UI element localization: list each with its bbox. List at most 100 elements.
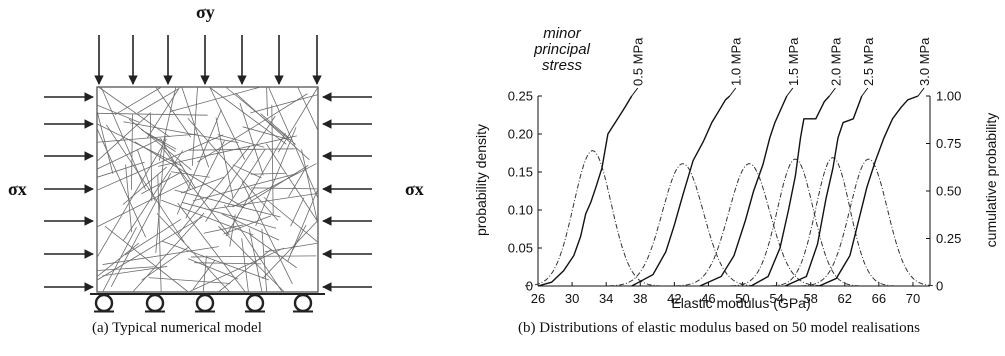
fracture-line xyxy=(158,86,177,161)
fracture-line xyxy=(149,114,153,202)
fracture-line xyxy=(218,249,272,292)
x-tick-label: 34 xyxy=(599,291,613,306)
fracture-line xyxy=(158,135,297,167)
x-tick-label: 70 xyxy=(906,291,920,306)
series-leader-line xyxy=(829,87,836,97)
fracture-line xyxy=(251,187,319,190)
series-labels: 0.5 MPa 1.0 MPa 1.5 MPa 2.0 MPa 2.5 MPa 3.0 M… xyxy=(631,37,932,97)
fracture-line xyxy=(225,86,296,145)
fracture-line xyxy=(137,88,179,114)
series-leader-line xyxy=(861,87,869,97)
fracture-line xyxy=(146,86,181,139)
fracture-network xyxy=(96,86,319,293)
fracture-line xyxy=(262,220,319,279)
fracture-line xyxy=(170,171,210,178)
y2-tick-label: 0.75 xyxy=(936,136,961,151)
y2-tick-label: 0 xyxy=(936,279,943,294)
fracture-line xyxy=(160,138,191,191)
fracture-line xyxy=(96,123,183,167)
fracture-line xyxy=(208,86,287,145)
fracture-line xyxy=(96,161,145,178)
fracture-line xyxy=(96,134,224,191)
cdf-curve xyxy=(631,95,731,287)
fracture-line xyxy=(218,225,285,293)
fracture-line xyxy=(125,164,133,233)
series-leader-line xyxy=(917,87,925,97)
fracture-line xyxy=(148,277,231,284)
x-axis-ticks: 26 30 34 38 42 46 50 54 58 62 66 70 xyxy=(531,282,920,306)
series-label: 1.0 MPa xyxy=(729,37,744,86)
fracture-line xyxy=(297,86,319,131)
fracture-line xyxy=(241,238,249,293)
fracture-line xyxy=(223,215,271,235)
fracture-line xyxy=(97,112,208,116)
fracture-line xyxy=(96,242,140,278)
fracture-line xyxy=(225,132,286,237)
x-tick-label: 42 xyxy=(667,291,681,306)
x-tick-label: 38 xyxy=(633,291,647,306)
right-load-arrows xyxy=(322,92,372,292)
fracture-line xyxy=(161,240,270,281)
y2-tick-label: 1.00 xyxy=(936,89,961,104)
fracture-line xyxy=(221,213,280,241)
pdf-curve xyxy=(675,163,823,287)
roller-circle xyxy=(195,293,215,313)
fracture-line xyxy=(155,136,166,253)
x-tick-label: 54 xyxy=(769,291,783,306)
fracture-line xyxy=(250,172,287,175)
x-tick-label: 58 xyxy=(803,291,817,306)
fracture-line xyxy=(255,127,297,227)
fracture-line xyxy=(110,172,172,287)
fracture-line xyxy=(248,228,263,293)
fracture-line xyxy=(155,86,191,138)
y2-axis-label: cumulative probability xyxy=(983,113,999,248)
fracture-line xyxy=(197,93,308,163)
cdf-curve xyxy=(784,95,863,287)
y2-tick-label: 0.50 xyxy=(936,184,961,199)
series-leader-line xyxy=(631,87,639,97)
fracture-line xyxy=(132,212,205,293)
y-axis-label: probability density xyxy=(473,124,489,236)
series-leader-line xyxy=(729,87,737,97)
pdf-curve xyxy=(524,150,660,287)
fracture-line xyxy=(209,193,319,210)
fracture-line xyxy=(102,226,137,293)
elastic-modulus-chart: 26 30 34 38 42 46 50 54 58 62 66 70 0 0.05 0.10 0.15 0.… xyxy=(473,25,999,311)
x-tick-label: 30 xyxy=(565,291,579,306)
plot-frame xyxy=(537,96,931,287)
series-label: 3.0 MPa xyxy=(917,37,932,86)
fracture-line xyxy=(188,247,284,293)
pdf-curve xyxy=(801,158,936,287)
fracture-line xyxy=(261,228,268,293)
fracture-line xyxy=(192,172,299,202)
numerical-model-figure: σy σx σx xyxy=(8,2,424,313)
fracture-line xyxy=(215,117,234,199)
x-tick-label: 46 xyxy=(701,291,715,306)
fracture-line xyxy=(141,171,182,195)
fracture-line xyxy=(136,149,156,202)
legend-title-line: minor xyxy=(543,25,582,42)
series-label: 1.5 MPa xyxy=(786,37,801,86)
fracture-line xyxy=(102,246,219,265)
fracture-line xyxy=(239,102,264,176)
x-tick-label: 62 xyxy=(838,291,852,306)
fracture-line xyxy=(266,86,268,117)
pdf-curve xyxy=(730,158,859,287)
fracture-line xyxy=(114,86,162,116)
fracture-line xyxy=(260,113,290,139)
fracture-line xyxy=(192,259,216,290)
y-tick-label: 0.15 xyxy=(508,165,533,180)
roller-supports xyxy=(90,293,325,313)
roller-circle xyxy=(145,293,165,313)
roller-circle xyxy=(94,293,114,313)
sigma-x-right-label: σx xyxy=(405,179,424,199)
sigma-y-label: σy xyxy=(196,2,215,22)
y2-tick-label: 0.25 xyxy=(936,231,961,246)
fracture-line xyxy=(96,180,190,228)
sigma-x-left-label: σx xyxy=(8,179,27,199)
series-leader-line xyxy=(786,87,794,97)
fracture-line xyxy=(177,145,251,235)
fracture-line xyxy=(97,105,140,123)
cdf-curve xyxy=(818,95,919,287)
model-domain-box xyxy=(96,86,319,293)
